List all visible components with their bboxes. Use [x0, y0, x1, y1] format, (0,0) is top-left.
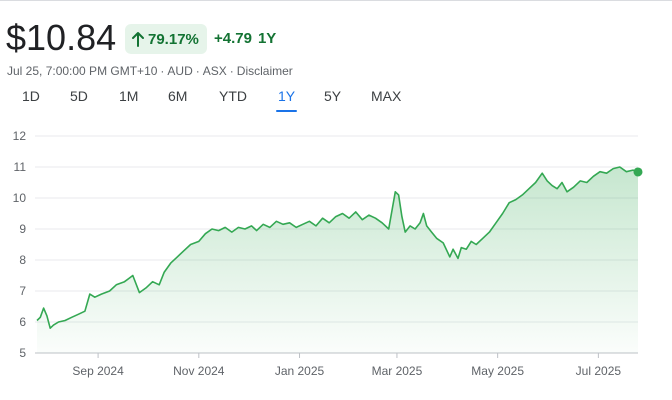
change-period: 1Y [257, 30, 277, 47]
x-tick-label: Jan 2025 [275, 364, 325, 378]
x-tick-label: Sep 2024 [72, 364, 124, 378]
x-axis-ticks: Sep 2024 Nov 2024 Jan 2025 Mar 2025 May 2025… [72, 353, 621, 378]
arrow-up-icon [132, 32, 144, 47]
y-tick-label: 12 [13, 129, 27, 143]
absolute-change: +4.79 1Y [214, 30, 276, 47]
last-price-marker [633, 167, 643, 177]
y-tick-label: 8 [19, 253, 26, 267]
x-tick-label: Nov 2024 [173, 364, 225, 378]
top-divider [0, 0, 672, 1]
quote-meta: Jul 25, 7:00:00 PM GMT+10 · AUD · ASX · Discla… [7, 64, 293, 78]
disclaimer-link[interactable]: Disclaimer [236, 64, 293, 78]
y-axis-ticks: 5 6 7 8 9 10 11 12 [13, 129, 27, 360]
current-price: $10.84 [6, 17, 117, 58]
percent-change-value: 79.17% [148, 30, 199, 48]
x-tick-label: Jul 2025 [576, 364, 622, 378]
x-tick-label: May 2025 [471, 364, 524, 378]
y-tick-label: 5 [19, 346, 26, 360]
quote-exchange: ASX [202, 64, 227, 78]
range-tab-1d[interactable]: 1D [22, 88, 40, 104]
meta-separator: · [195, 64, 200, 78]
y-tick-label: 11 [14, 160, 27, 174]
y-tick-label: 7 [19, 284, 26, 298]
y-tick-label: 9 [19, 222, 26, 236]
range-tab-1m[interactable]: 1M [119, 88, 139, 104]
percent-change-badge: 79.17% [125, 24, 207, 54]
time-range-tabs: 1D 5D 1M 6M YTD 1Y 5Y MAX [0, 86, 672, 112]
quote-currency: AUD [167, 64, 193, 78]
x-tick-label: Mar 2025 [372, 364, 423, 378]
range-tab-ytd[interactable]: YTD [219, 88, 247, 104]
price-chart[interactable]: 5 6 7 8 9 10 11 12 Sep 2024 Nov 2024 Jan 2025 Mar … [0, 120, 672, 400]
range-tab-6m[interactable]: 6M [168, 88, 188, 104]
y-tick-label: 6 [19, 315, 26, 329]
price-area-fill [37, 167, 638, 353]
quote-timestamp: Jul 25, 7:00:00 PM GMT+10 [7, 64, 158, 78]
range-tab-1y[interactable]: 1Y [275, 88, 298, 112]
price-line [36, 166, 639, 329]
meta-separator: · [229, 64, 234, 78]
range-tab-5y[interactable]: 5Y [324, 88, 342, 104]
meta-separator: · [160, 64, 165, 78]
range-tab-5d[interactable]: 5D [70, 88, 88, 104]
y-tick-label: 10 [13, 191, 27, 205]
range-tab-max[interactable]: MAX [371, 88, 402, 104]
absolute-change-value: +4.79 [214, 30, 252, 47]
